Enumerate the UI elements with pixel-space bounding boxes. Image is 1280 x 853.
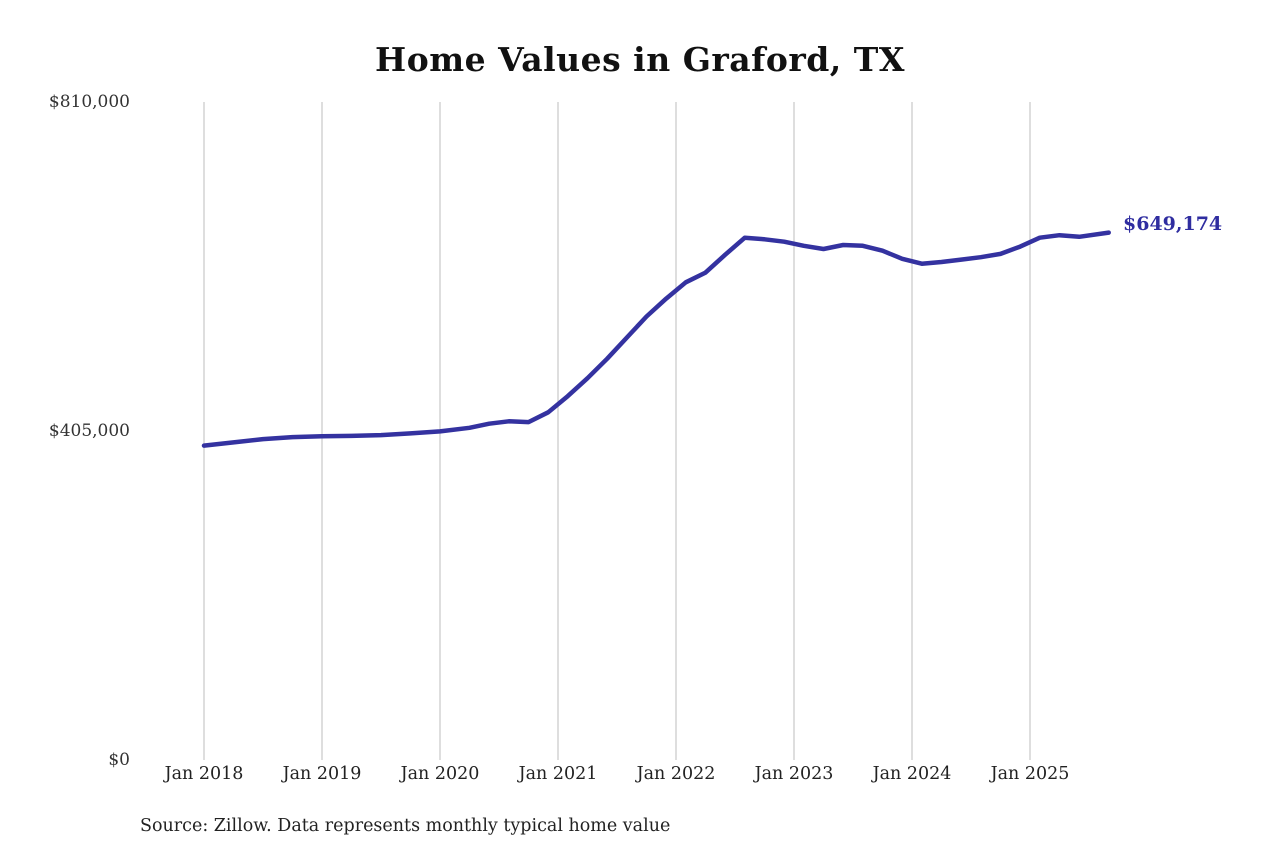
x-tick-label: Jan 2024 [872,764,952,784]
source-note: Source: Zillow. Data represents monthly … [140,816,671,836]
home-value-line [201,230,1111,448]
chart-title: Home Values in Graford, TX [375,40,905,79]
x-tick-label: Jan 2019 [282,764,362,784]
x-tick-label: Jan 2023 [754,764,834,784]
x-tick-label: Jan 2025 [990,764,1070,784]
x-tick-label: Jan 2021 [518,764,598,784]
y-tick-label: $0 [108,750,130,770]
latest-value-label: $649,174 [1123,213,1223,235]
y-tick-label: $810,000 [48,92,130,112]
x-tick-label: Jan 2020 [400,764,480,784]
x-tick-label: Jan 2022 [636,764,716,784]
y-tick-label: $405,000 [48,421,130,441]
gridlines [203,102,1031,760]
x-tick-label: Jan 2018 [164,764,244,784]
